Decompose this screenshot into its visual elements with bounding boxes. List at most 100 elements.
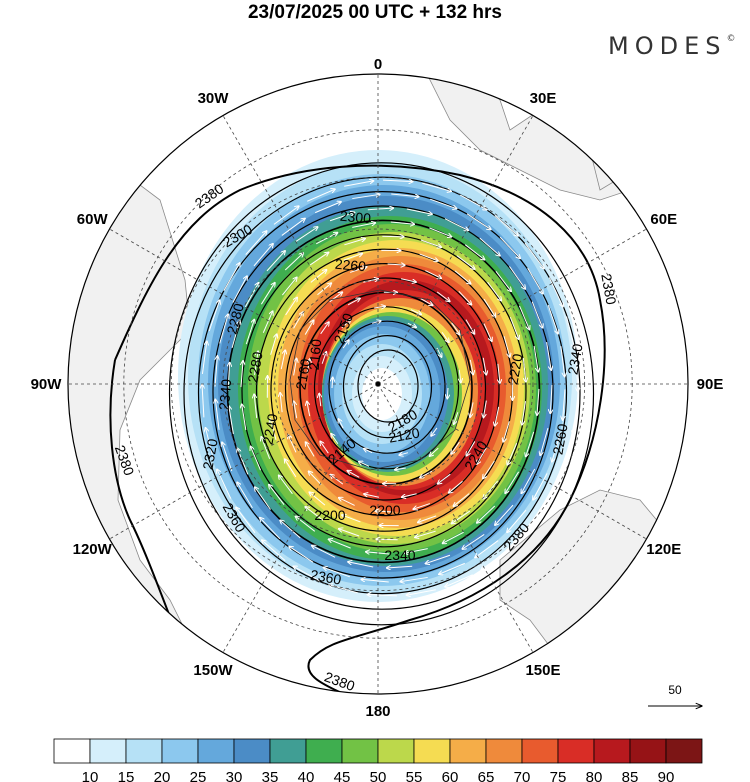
contour-label: 2320 — [199, 437, 220, 471]
colorbar-label: 75 — [550, 769, 567, 782]
colorbar-label: 50 — [370, 769, 387, 782]
wind-arrow — [459, 369, 461, 383]
colorbar-label: 35 — [262, 769, 279, 782]
wind-arrow — [447, 387, 448, 399]
wind-arrow — [526, 431, 535, 457]
contour-label: 2280 — [223, 301, 247, 335]
wind-arrow — [475, 540, 499, 558]
wind-arrow — [280, 520, 301, 539]
wind-arrow — [429, 447, 439, 456]
colorbar-swatch — [485, 738, 523, 764]
wind-arrow — [315, 202, 341, 214]
colorbar-label: 65 — [478, 769, 495, 782]
wind-arrow — [531, 301, 543, 328]
contour-label: 2200 — [314, 507, 345, 523]
wind-arrow — [281, 218, 305, 236]
wind-arrow — [343, 253, 363, 261]
contour-label: 2360 — [309, 566, 343, 587]
wind-arrow — [262, 540, 286, 562]
wind-arrow — [483, 460, 495, 479]
wind-arrow — [262, 311, 272, 333]
wind-arrow — [533, 345, 538, 372]
longitude-label: 30E — [530, 90, 557, 107]
contour-label: 2260 — [549, 422, 570, 456]
colorbar-swatch — [161, 738, 199, 764]
wind-arrow — [477, 447, 487, 465]
wind-arrow — [295, 516, 316, 532]
longitude-label: 120W — [73, 541, 113, 558]
wind-arrow — [361, 579, 389, 583]
wind-arrow — [451, 441, 460, 454]
wind-arrow — [573, 402, 579, 435]
contour-line-2220 — [284, 277, 487, 501]
wind-arrow — [260, 517, 281, 540]
wind-shading-band — [362, 368, 402, 420]
wind-arrow — [245, 319, 254, 345]
wind-arrow — [352, 223, 375, 228]
contour-label: 2340 — [216, 378, 235, 411]
wind-arrow — [422, 182, 451, 191]
wind-arrow — [527, 267, 543, 294]
contour-line-2300 — [226, 219, 541, 564]
contour-line-2160 — [328, 320, 446, 454]
contour-label: 2220 — [504, 352, 525, 386]
wind-arrow — [229, 406, 234, 435]
wind-arrow — [228, 362, 230, 392]
wind-arrow — [470, 402, 474, 417]
wind-arrow — [550, 384, 552, 414]
contour-label: 2160 — [292, 357, 313, 391]
longitude-label: 60E — [650, 211, 677, 228]
wind-arrow — [399, 453, 409, 456]
wind-arrow — [364, 494, 380, 498]
wind-arrow — [429, 227, 451, 237]
wind-arrow — [342, 340, 349, 349]
contour-line-2280 — [241, 234, 527, 548]
wind-arrow — [495, 406, 500, 426]
wind-arrow — [215, 399, 220, 430]
wind-arrow — [444, 218, 469, 231]
brand-logo: MODES© — [608, 32, 735, 60]
contour-line-2120 — [357, 349, 419, 423]
wind-arrow — [304, 320, 314, 335]
longitude-labels: 0 30E 60E 90E 120E 150E 180 150W 120W 90W 60W 30W — [31, 56, 724, 720]
wind-arrow — [451, 322, 460, 335]
wind-arrow — [400, 278, 416, 282]
colorbar-swatch — [557, 738, 595, 764]
colorbar-label: 45 — [334, 769, 351, 782]
wind-arrow — [205, 427, 214, 460]
wind-arrow — [270, 334, 277, 355]
contour-line-2360 — [183, 176, 581, 610]
wind-arrow — [284, 459, 297, 478]
wind-arrow — [309, 252, 329, 266]
wind-arrow — [445, 574, 473, 587]
wind-arrow — [365, 552, 390, 554]
colorbar-label: 25 — [190, 769, 207, 782]
wind-arrow — [522, 401, 526, 425]
wind-arrow — [533, 473, 548, 500]
wind-arrow — [367, 594, 397, 595]
wind-arrow — [270, 419, 277, 440]
wind-arrow — [374, 306, 385, 308]
wind-arrow — [284, 253, 303, 271]
wind-arrow — [338, 419, 344, 429]
wind-arrow — [358, 461, 370, 467]
reference-vector-label: 50 — [668, 683, 682, 697]
wind-arrow — [540, 428, 549, 455]
wind-arrow — [344, 239, 365, 246]
wind-arrow — [420, 470, 433, 478]
wind-arrow — [320, 322, 329, 335]
contour-line-2140 — [342, 335, 433, 439]
wind-arrow — [280, 392, 282, 413]
colorbar-swatch — [53, 738, 91, 764]
wind-arrow — [436, 291, 450, 302]
wind-arrow — [382, 236, 404, 237]
wind-arrow — [456, 255, 475, 270]
contour-line-2380 — [168, 162, 595, 626]
wind-arrow — [522, 357, 526, 382]
contour-label: 2240 — [259, 412, 280, 446]
longitude-label: 120E — [646, 541, 681, 558]
wind-arrow — [576, 358, 578, 392]
wind-arrow — [419, 253, 439, 261]
wind-arrow — [328, 539, 351, 549]
colorbar-swatch — [593, 738, 631, 764]
